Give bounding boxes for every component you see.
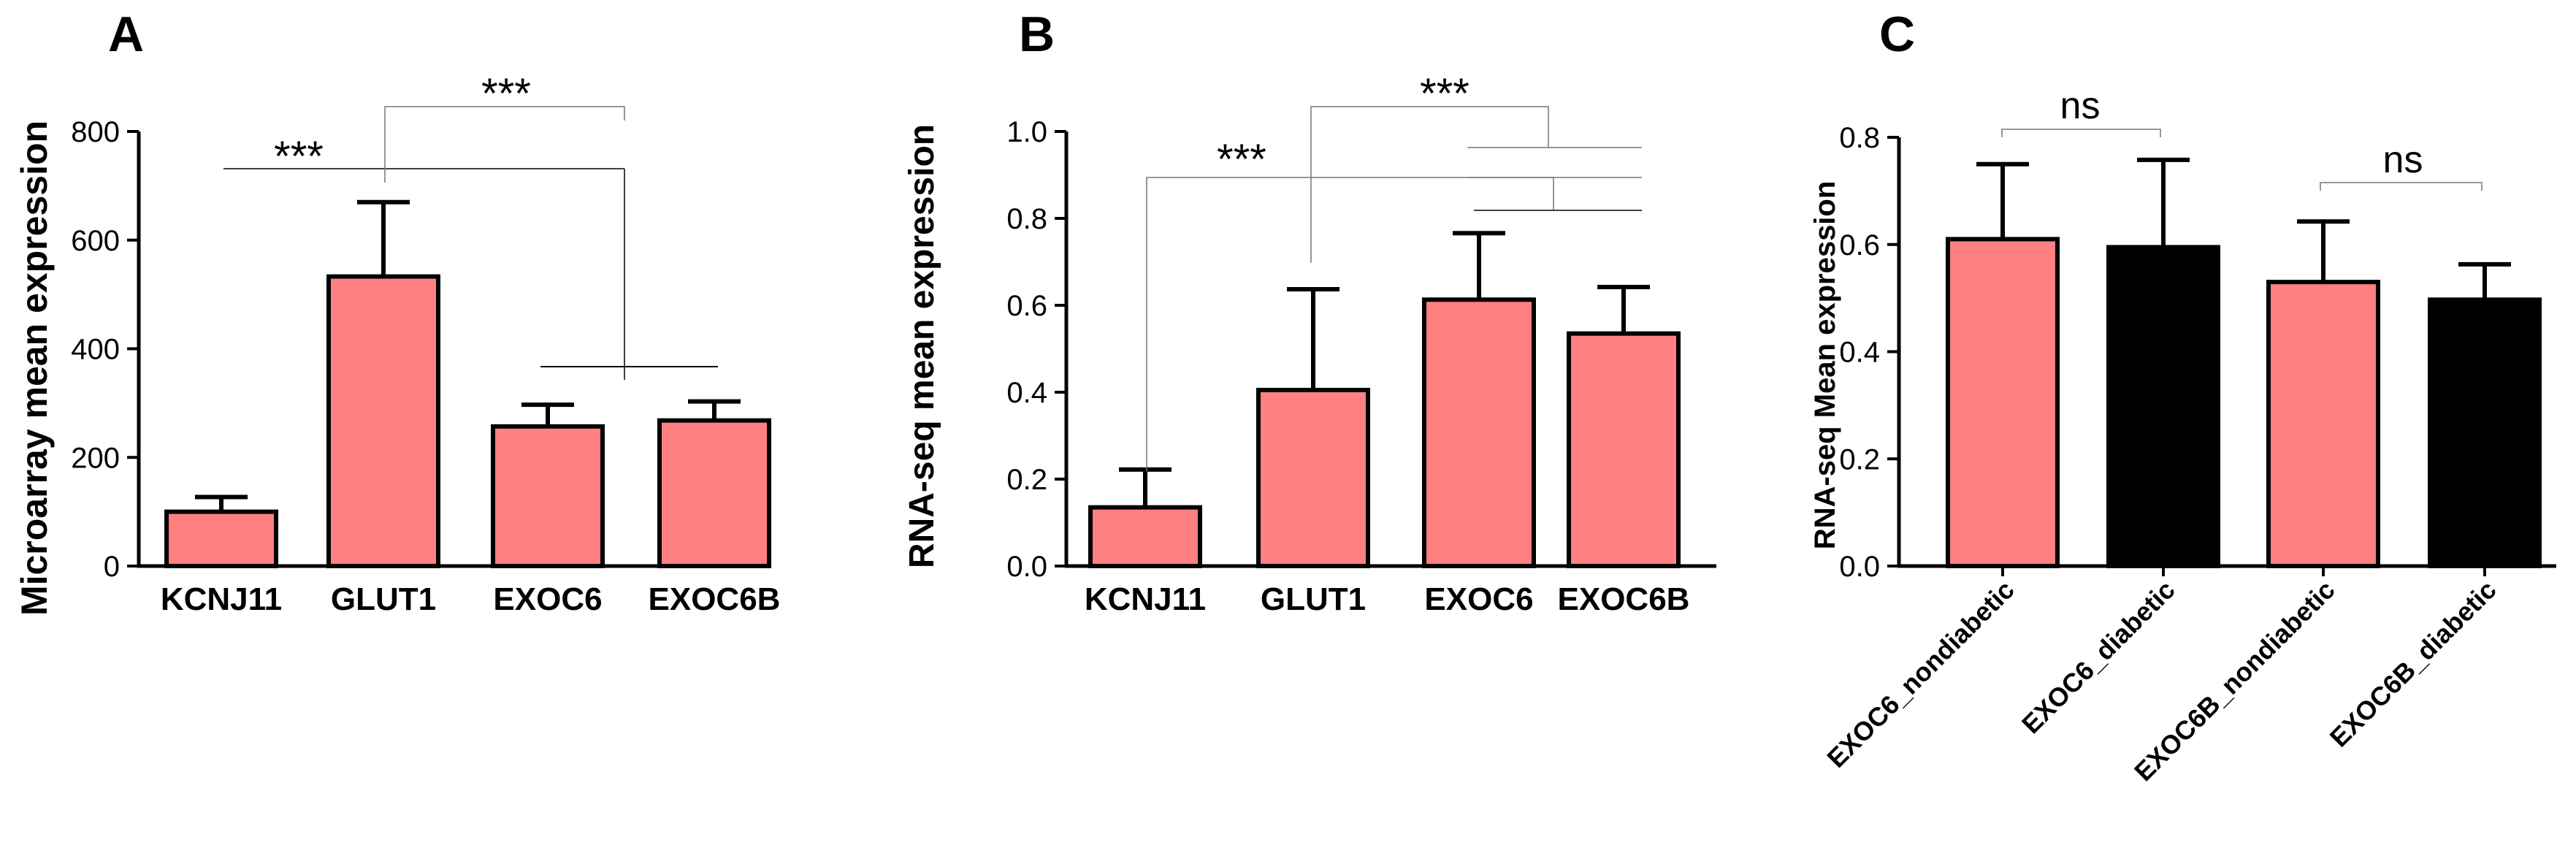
significance-bracket-glut1 [1310,106,1642,263]
bar [2428,297,2542,568]
panel-b: B RNA-seq mean expression 0.0 0.2 0.4 0.6 0.… [903,7,1716,617]
panel-letter-b: B [1019,7,1055,62]
x-tick-label: EXOC6_nondiabetic [1821,575,2019,773]
y-tick-label: 0.8 [1839,122,1880,154]
x-tick-label: EXOC6 [1424,581,1533,617]
y-tick-label: 600 [71,225,120,257]
significance-label: ns [2060,85,2101,127]
bar [2266,280,2380,568]
error-bars [1119,231,1650,508]
y-tick-label: 0.8 [1006,203,1047,235]
y-tick-label: 0 [104,551,120,583]
y-axis-title: Microarray mean expression [14,121,55,616]
x-tick-labels: KCNJ11 GLUT1 EXOC6 EXOC6B [161,581,781,617]
y-tick-label: 1.0 [1006,116,1047,148]
y-tick-label: 0.6 [1006,290,1047,322]
bar [164,509,278,568]
x-tick-label: EXOC6B [649,581,781,617]
bar [2106,245,2220,568]
panel-a: A Microarray mean expression 0 200 400 600 8… [14,7,780,617]
bars [164,274,771,569]
significance-label: ns [2383,139,2423,181]
panel-letter-a: A [108,7,144,62]
bar [1422,297,1536,568]
bar [657,418,771,568]
bars [1946,237,2542,568]
significance-bracket-exoc6 [2001,129,2161,137]
bar [1256,388,1370,569]
y-axis-title: RNA-seq mean expression [903,124,941,568]
significance-label: *** [274,133,324,180]
significance-bracket-kcnj11-glut1 [223,168,625,380]
y-tick-label: 400 [71,334,120,366]
significance-bracket-exoc6b [2320,182,2483,191]
x-tick-label: EXOC6B [1558,581,1690,617]
x-tick-label: GLUT1 [331,581,436,617]
y-tick-label: 0.0 [1006,551,1047,583]
significance-label: *** [1217,136,1266,183]
y-tick-label: 200 [71,442,120,474]
x-tick-label: EXOC6 [493,581,602,617]
bars [1088,297,1681,569]
error-bars [1976,157,2511,300]
significance-label: *** [481,70,531,118]
significance-bracket-kcnj11 [1146,177,1642,471]
y-tick-label: 0.0 [1839,551,1880,583]
error-bars [195,199,741,512]
y-tick-label: 0.2 [1839,443,1880,475]
x-tick-label: KCNJ11 [161,581,282,617]
x-tick-label: EXOC6B_diabetic [2324,575,2502,753]
x-tick-labels: EXOC6_nondiabeticEXOC6_diabeticEXOC6B_no… [1821,575,2502,787]
y-tick-label: 800 [71,116,120,148]
x-tick-labels: KCNJ11 GLUT1 EXOC6 EXOC6B [1085,581,1690,617]
y-tick-label: 0.6 [1839,229,1880,261]
panel-c: C RNA-seq Mean expression 0.0 0.2 0.4 0.6 0.… [1809,7,2556,787]
significance-label: *** [1420,70,1469,118]
panel-letter-c: C [1879,7,1915,62]
y-tick-label: 0.4 [1006,377,1047,409]
significance-bracket-glut1-exoc6 [384,106,625,183]
y-axis-title: RNA-seq Mean expression [1809,181,1841,550]
x-tick-label: GLUT1 [1261,581,1366,617]
x-tick-label: KCNJ11 [1085,581,1206,617]
bar [1088,505,1202,568]
bar [491,424,605,569]
bar [1567,331,1681,568]
y-tick-label: 0.2 [1006,464,1047,496]
y-tick-label: 0.4 [1839,337,1880,369]
x-tick-label: EXOC6_diabetic [2016,575,2181,740]
bar [326,274,440,568]
bar [1946,237,2060,568]
